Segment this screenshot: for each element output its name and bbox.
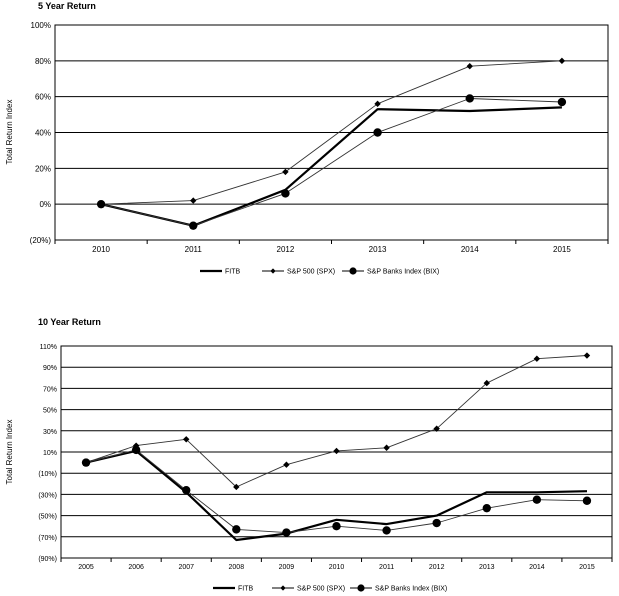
five-year-x-tick-label: 2011 [185,245,203,254]
five-year-y-tick-label: 0% [39,200,51,209]
five-year-y-tick-label: 60% [35,93,51,102]
five-year-point-circle [557,97,567,107]
five-year-point-circle [189,221,198,230]
five-year-point-circle [373,128,382,137]
ten-year-y-tick-label: 50% [43,408,57,415]
ten-year-point-circle [332,522,341,531]
five-year-chart-title: 5 Year Return [38,1,96,11]
five-year-point-diamond [558,57,566,65]
ten-year-point-diamond [383,444,390,451]
five-year-legend-label-1: S&P 500 (SPX) [287,269,335,276]
ten-year-y-tick-label: 10% [43,450,57,457]
ten-year-x-tick-label: 2012 [429,564,445,571]
ten-year-y-tick-label: (30%) [38,492,57,499]
ten-year-legend-marker-diamond [280,585,286,591]
five-year-legend-label-0: FITB [225,269,240,276]
ten-year-y-tick-label: 90% [43,365,57,372]
ten-year-point-circle [182,485,191,495]
ten-year-x-tick-label: 2006 [128,564,144,571]
five-year-point-diamond [466,63,473,70]
ten-year-point-diamond [283,461,290,468]
ten-year-y-axis-label: Total Return Index [5,420,14,485]
five-year-point-diamond [190,197,197,204]
ten-year-x-tick-label: 2010 [329,564,345,571]
ten-year-series-line-1 [85,355,588,488]
ten-year-point-circle [582,496,592,505]
five-year-y-tick-label: 40% [35,129,51,138]
five-year-x-tick-label: 2014 [461,245,479,254]
ten-year-x-tick-label: 2005 [78,564,94,571]
ten-year-point-circle [282,528,291,537]
ten-year-point-diamond [433,425,440,432]
five-year-y-tick-label: 80% [35,57,51,66]
ten-year-point-diamond [183,436,190,443]
ten-year-point-circle [131,445,141,455]
ten-year-point-diamond [333,447,340,455]
five-year-point-circle [281,189,290,198]
ten-year-y-tick-label: (70%) [38,535,57,542]
five-year-series-line-1 [101,60,562,205]
ten-year-point-circle [432,518,441,528]
ten-year-y-tick-label: 30% [43,429,57,436]
five-year-legend-marker-diamond [270,268,276,274]
ten-year-x-tick-label: 2013 [479,564,495,571]
five-year-point-diamond [282,168,289,176]
ten-year-y-tick-label: (10%) [38,471,57,478]
ten-year-legend-marker-circle [357,584,365,592]
five-year-x-tick-label: 2015 [553,245,571,254]
ten-year-point-diamond [533,355,541,362]
ten-year-point-circle [81,458,91,467]
ten-year-x-tick-label: 2014 [529,564,545,571]
ten-year-point-diamond [483,379,490,387]
five-year-legend-marker-circle [349,267,357,275]
ten-year-series-line-0 [85,449,588,542]
five-year-x-tick-label: 2012 [277,245,295,254]
ten-year-chart-title: 10 Year Return [38,317,101,327]
ten-year-x-tick-label: 2008 [229,564,245,571]
ten-year-point-diamond [233,483,240,491]
ten-year-legend-label-1: S&P 500 (SPX) [297,586,345,593]
ten-year-x-tick-label: 2007 [178,564,194,571]
ten-year-y-tick-label: 110% [40,344,57,351]
five-year-legend-label-2: S&P Banks Index (BIX) [367,269,439,276]
five-year-point-circle [96,199,106,209]
five-year-series-line-2 [100,98,562,227]
five-year-series-line-0 [100,106,562,227]
ten-year-y-tick-label: (50%) [38,514,57,521]
five-year-y-axis-label: Total Return Index [5,100,14,165]
ten-year-point-circle [482,503,491,513]
ten-year-legend-label-2: S&P Banks Index (BIX) [375,586,447,593]
five-year-x-tick-label: 2013 [369,245,387,254]
five-year-x-tick-label: 2010 [92,245,110,254]
ten-year-point-circle [532,495,542,504]
ten-year-point-circle [382,526,391,535]
ten-year-point-diamond [583,352,591,359]
ten-year-y-tick-label: (90%) [38,556,57,563]
ten-year-x-tick-label: 2011 [379,564,394,571]
ten-year-legend-label-0: FITB [238,586,253,593]
five-year-y-tick-label: 100% [31,21,51,30]
five-year-y-tick-label: (20%) [30,236,52,245]
five-year-y-tick-label: 20% [35,164,51,173]
five-year-point-circle [465,94,474,103]
five-year-point-diamond [374,100,381,108]
ten-year-y-tick-label: 70% [43,386,57,393]
ten-year-plot-area [60,345,613,559]
ten-year-point-circle [232,525,241,534]
ten-year-x-tick-label: 2015 [579,564,595,571]
ten-year-x-tick-label: 2009 [279,564,295,571]
